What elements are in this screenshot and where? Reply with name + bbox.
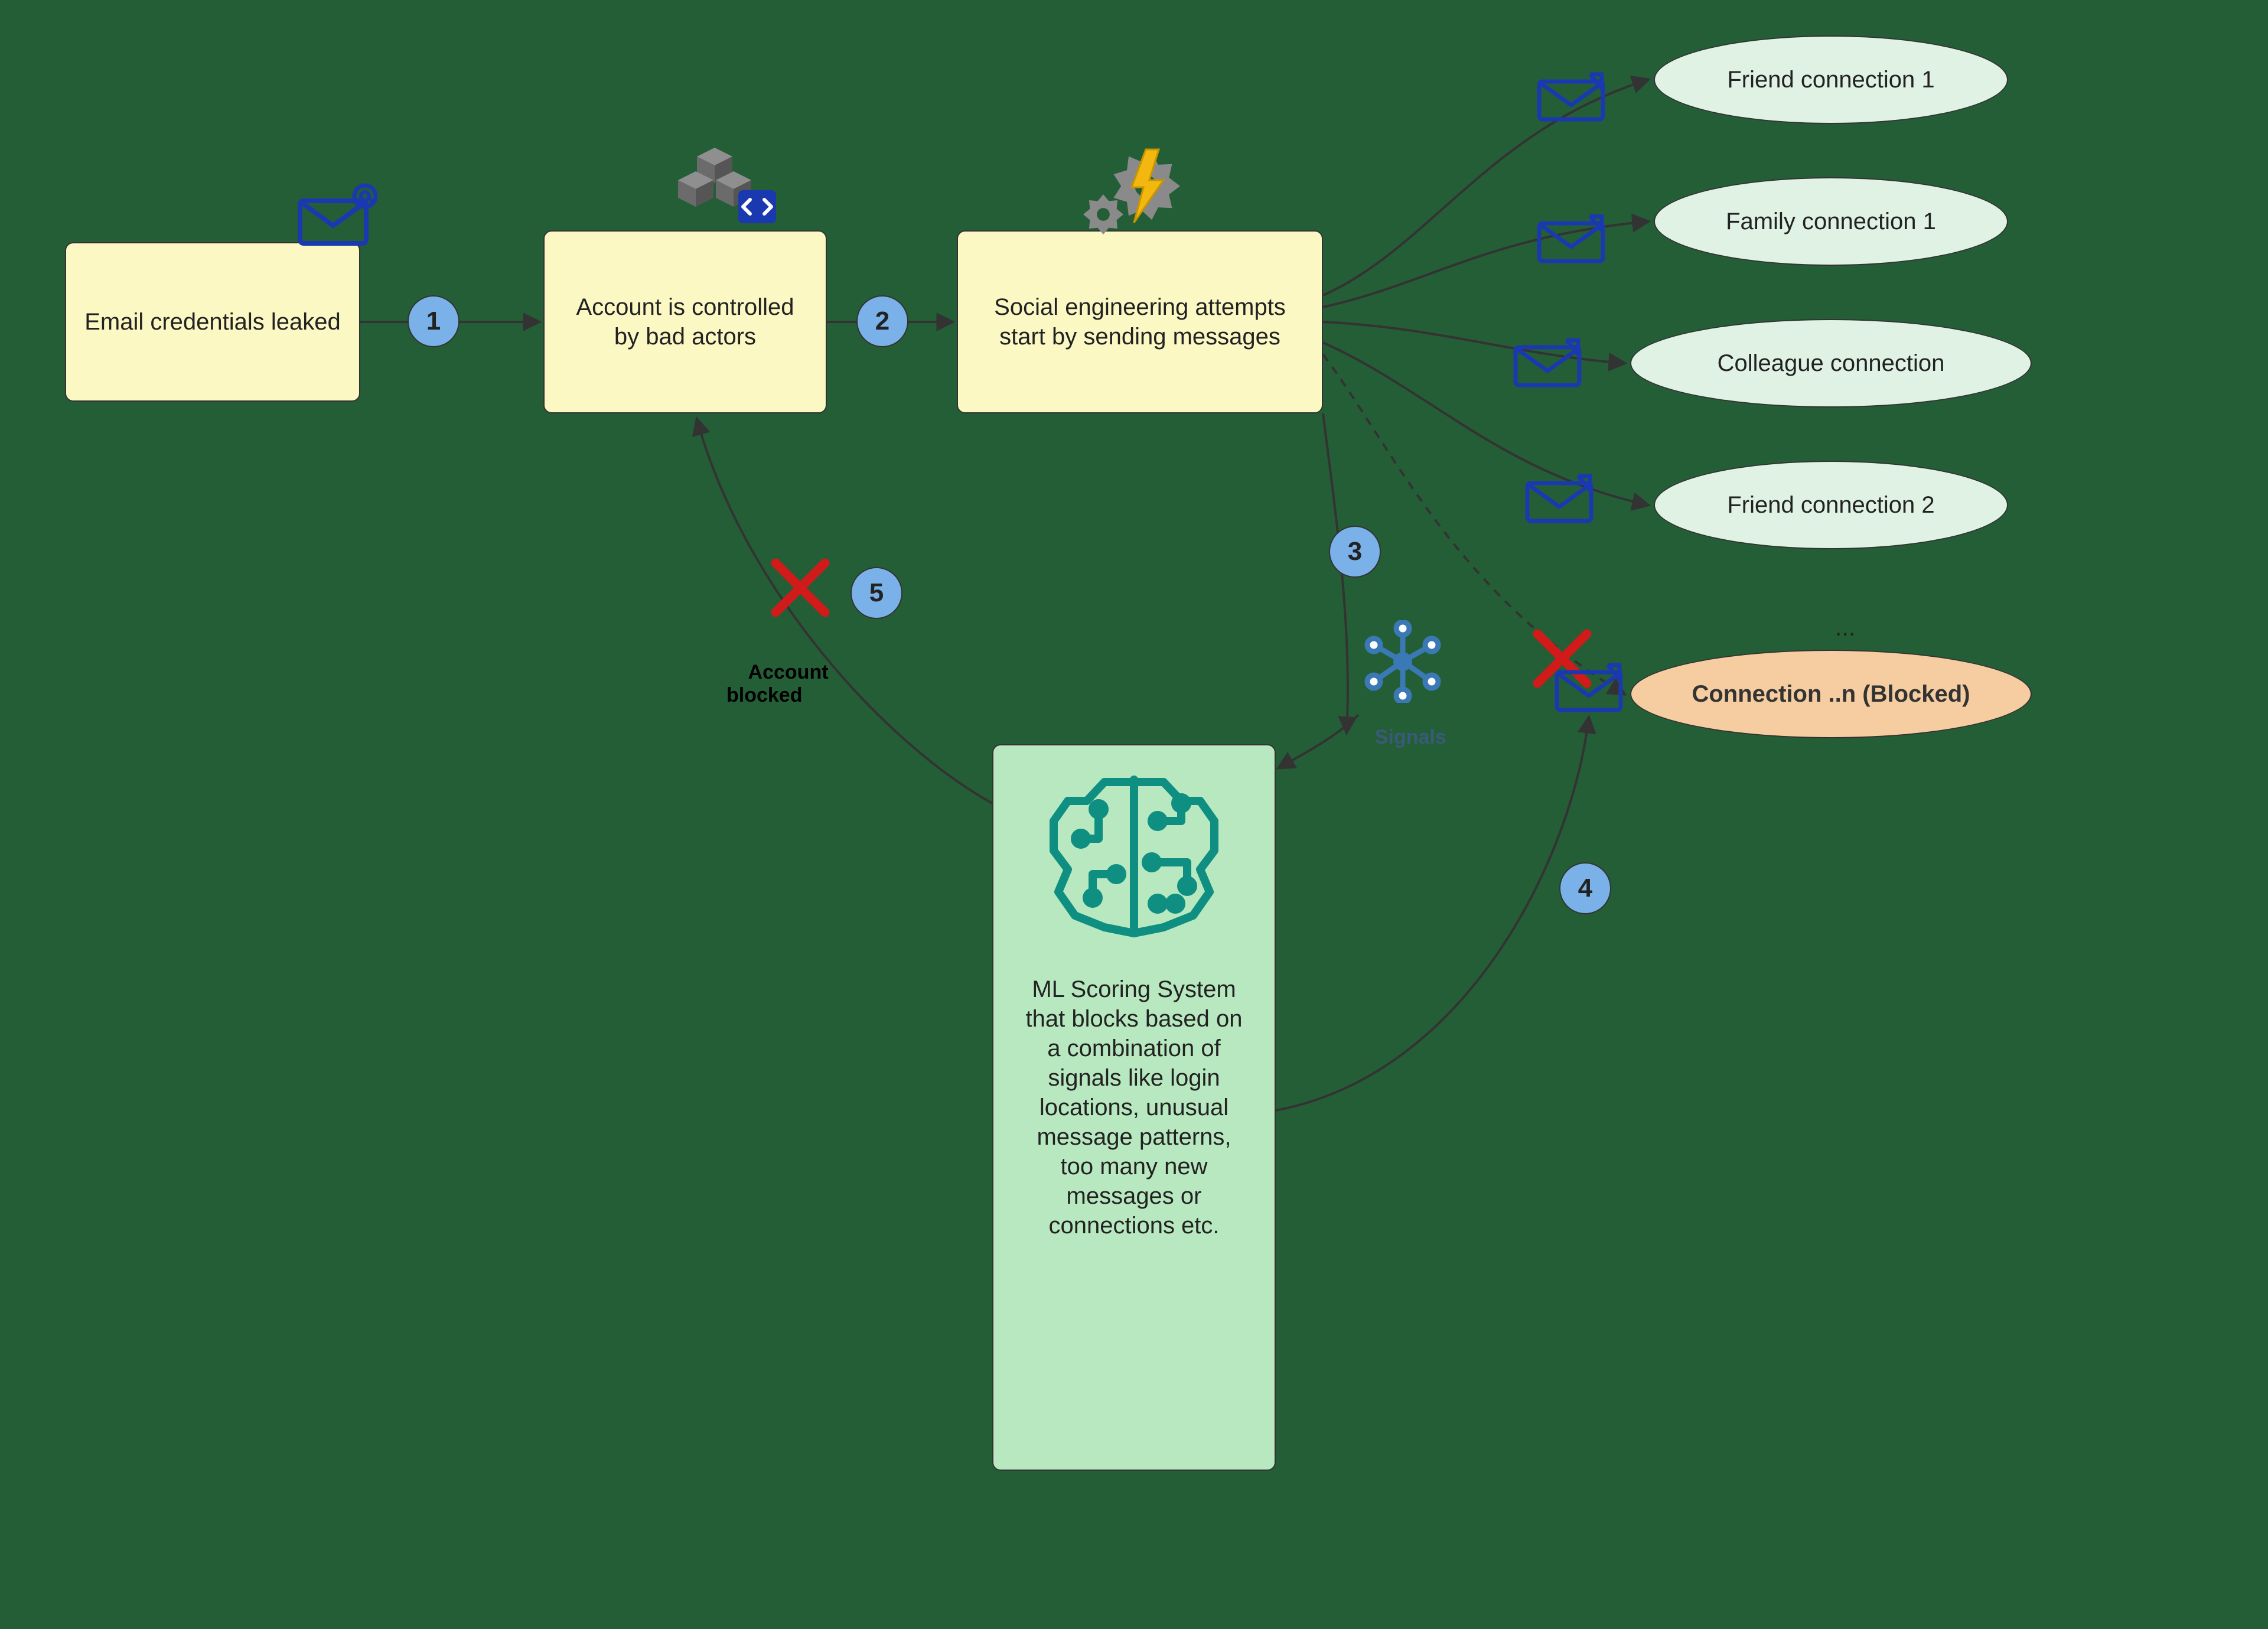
node-label: Account is controlled by bad actors — [561, 292, 809, 351]
mail-at-icon — [295, 183, 378, 248]
badge-number: 4 — [1578, 874, 1592, 903]
badge-number: 2 — [875, 307, 889, 336]
cubes-code-icon — [662, 136, 780, 230]
label-signals: Signals — [1353, 703, 1446, 772]
node-account-controlled: Account is controlled by bad actors — [543, 230, 827, 413]
node-label: ML Scoring System that blocks based on a… — [1010, 975, 1258, 1240]
node-label: Friend connection 2 — [1727, 490, 1934, 520]
node-label: Connection ..n (Blocked) — [1692, 679, 1970, 709]
badge-number: 1 — [426, 307, 441, 336]
node-email-credentials-leaked: Email credentials leaked — [65, 242, 360, 402]
step-badge-4: 4 — [1559, 862, 1611, 914]
node-label: Email credentials leaked — [84, 307, 341, 337]
node-friend-connection-1: Friend connection 1 — [1654, 35, 2008, 124]
envelope-icon — [1524, 473, 1595, 524]
gears-bolt-icon — [1075, 139, 1187, 239]
step-badge-5: 5 — [850, 567, 902, 619]
step-badge-3: 3 — [1329, 526, 1381, 578]
envelope-icon — [1553, 662, 1624, 713]
node-social-engineering: Social engineering attempts start by sen… — [957, 230, 1323, 413]
label-account-blocked: Account blocked — [726, 638, 829, 730]
badge-number: 5 — [869, 578, 884, 608]
step-badge-1: 1 — [408, 295, 460, 347]
node-label: Colleague connection — [1718, 348, 1945, 378]
brain-circuit-icon — [1040, 768, 1228, 945]
ellipsis-label: ... — [1807, 585, 1856, 670]
node-label: Friend connection 1 — [1727, 65, 1934, 95]
node-label: Social engineering attempts start by sen… — [975, 292, 1305, 351]
node-label: Family connection 1 — [1726, 207, 1936, 236]
step-badge-2: 2 — [856, 295, 908, 347]
envelope-icon — [1512, 337, 1583, 389]
node-family-connection-1: Family connection 1 — [1654, 177, 2008, 266]
envelope-icon — [1536, 71, 1606, 123]
signals-network-icon — [1364, 620, 1441, 703]
envelope-icon — [1536, 213, 1606, 265]
x-mark-icon — [768, 555, 833, 620]
node-colleague-connection: Colleague connection — [1630, 319, 2032, 408]
node-friend-connection-2: Friend connection 2 — [1654, 461, 2008, 549]
badge-number: 3 — [1348, 537, 1362, 566]
